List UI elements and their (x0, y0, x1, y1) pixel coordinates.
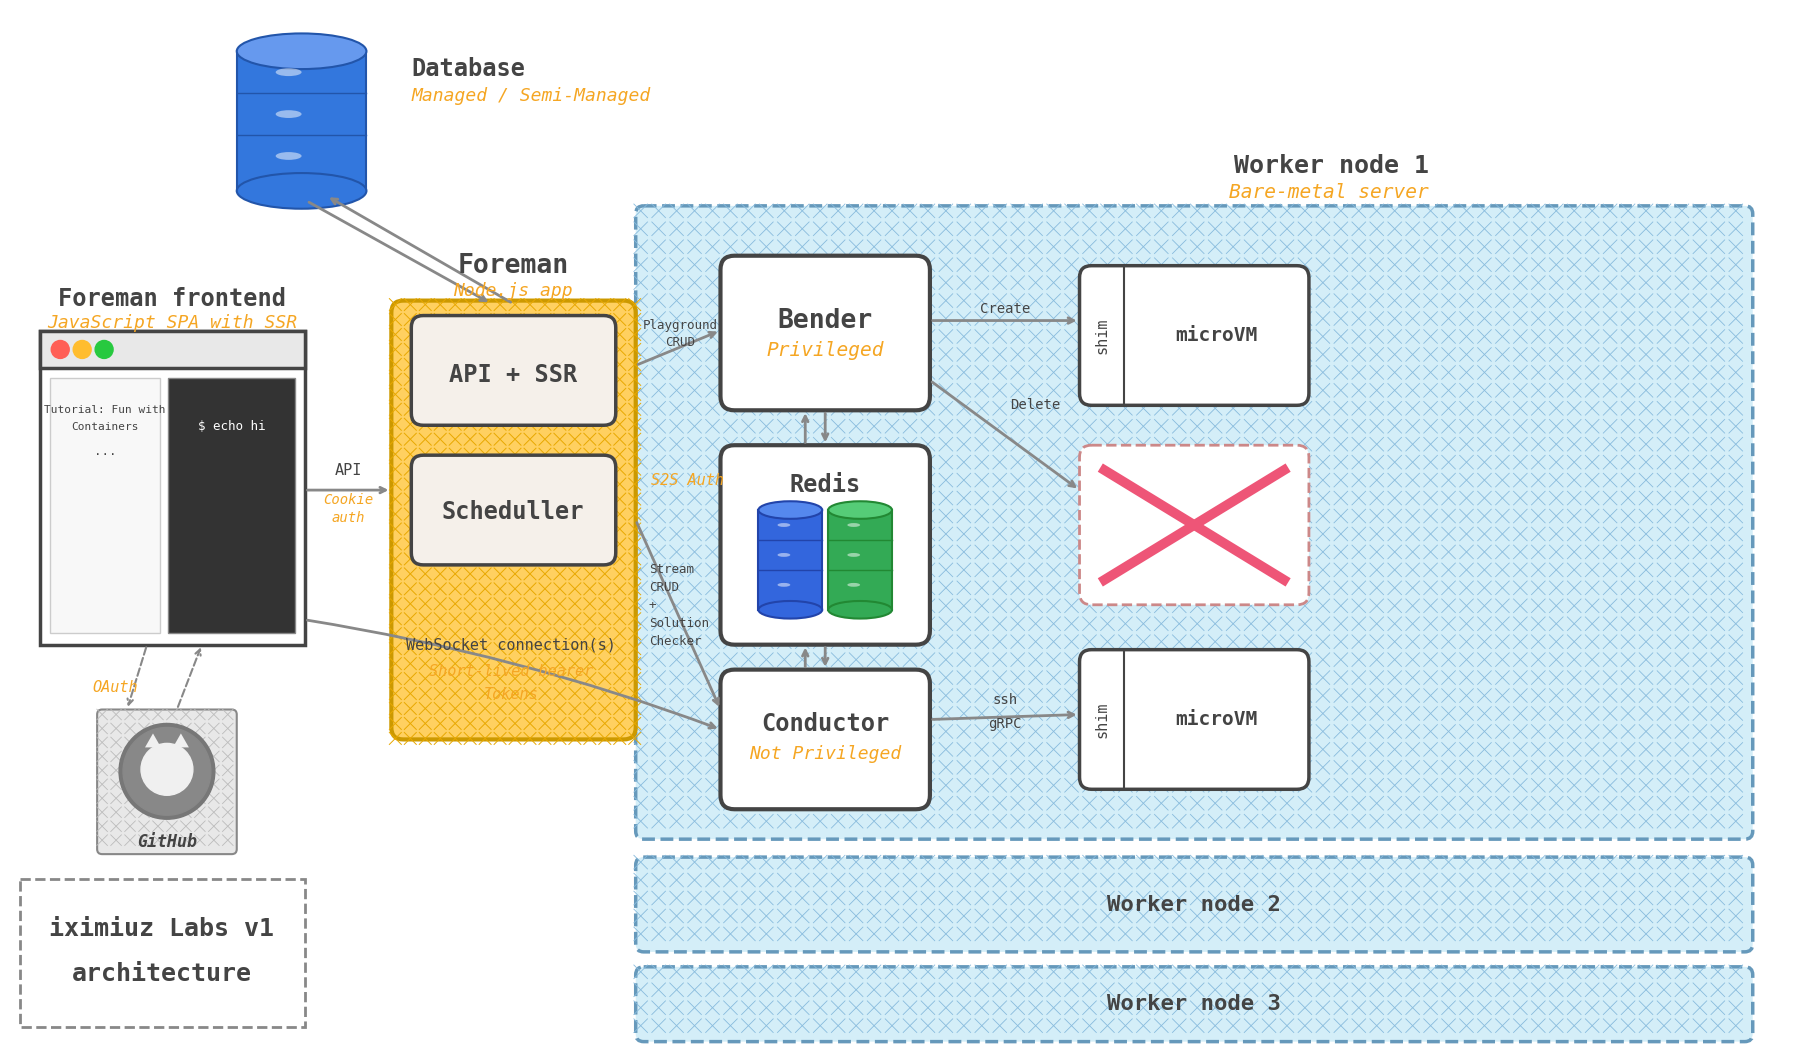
Text: CRUD: CRUD (648, 581, 679, 595)
Ellipse shape (846, 523, 861, 527)
Ellipse shape (276, 68, 301, 77)
FancyBboxPatch shape (1079, 265, 1309, 405)
Text: gRPC: gRPC (989, 718, 1021, 731)
Circle shape (74, 341, 92, 359)
Ellipse shape (236, 173, 366, 209)
FancyBboxPatch shape (411, 455, 616, 565)
Ellipse shape (778, 553, 791, 557)
Text: Database: Database (411, 58, 526, 81)
Text: Foreman frontend: Foreman frontend (58, 286, 286, 311)
FancyBboxPatch shape (720, 445, 929, 645)
Text: S2S Auth: S2S Auth (650, 473, 724, 488)
Ellipse shape (778, 583, 791, 586)
Ellipse shape (758, 501, 823, 519)
Text: Tokens: Tokens (484, 687, 538, 702)
Polygon shape (146, 733, 160, 747)
Bar (236, 51, 366, 191)
Ellipse shape (758, 601, 823, 619)
Text: API: API (335, 463, 362, 477)
Text: Not Privileged: Not Privileged (749, 746, 900, 764)
Text: iximiuz Labs v1: iximiuz Labs v1 (49, 917, 274, 941)
FancyBboxPatch shape (636, 967, 1752, 1042)
Text: ssh: ssh (992, 692, 1018, 707)
FancyBboxPatch shape (391, 301, 636, 740)
Ellipse shape (846, 583, 861, 586)
FancyBboxPatch shape (636, 206, 1752, 839)
Text: auth: auth (331, 511, 366, 524)
Bar (40, 330, 304, 368)
Ellipse shape (778, 523, 791, 527)
Text: +: + (648, 599, 656, 613)
Text: JavaScript SPA with SSR: JavaScript SPA with SSR (47, 314, 297, 331)
Text: Worker node 1: Worker node 1 (1234, 154, 1428, 178)
Text: Bender: Bender (778, 307, 873, 334)
Ellipse shape (276, 110, 301, 117)
Ellipse shape (828, 501, 891, 519)
Text: Privileged: Privileged (767, 341, 884, 360)
Text: Checker: Checker (648, 636, 701, 648)
FancyBboxPatch shape (720, 669, 929, 809)
Polygon shape (173, 733, 189, 747)
Bar (167, 379, 295, 633)
Circle shape (50, 341, 68, 359)
Text: Redis: Redis (789, 473, 861, 497)
Text: $ echo hi: $ echo hi (198, 421, 265, 433)
Text: GitHub: GitHub (137, 833, 196, 851)
Bar (50, 379, 160, 633)
Text: Managed / Semi-Managed: Managed / Semi-Managed (411, 87, 650, 105)
Bar (40, 330, 304, 645)
Text: Containers: Containers (72, 423, 139, 432)
FancyBboxPatch shape (636, 857, 1752, 951)
Circle shape (122, 727, 211, 815)
Text: Scheduller: Scheduller (441, 500, 584, 524)
FancyBboxPatch shape (1079, 649, 1309, 789)
Text: Bare-metal server: Bare-metal server (1228, 184, 1428, 202)
Text: Solution: Solution (648, 617, 708, 630)
Ellipse shape (828, 601, 891, 619)
Text: Node.js app: Node.js app (454, 281, 573, 300)
Text: Worker node 3: Worker node 3 (1108, 993, 1281, 1013)
Text: shim: shim (1093, 701, 1109, 737)
FancyBboxPatch shape (1079, 445, 1309, 605)
Text: Foreman: Foreman (457, 253, 569, 279)
Ellipse shape (236, 34, 366, 69)
Ellipse shape (276, 152, 301, 159)
FancyBboxPatch shape (97, 709, 236, 854)
Text: API + SSR: API + SSR (448, 363, 576, 387)
Text: Tutorial: Fun with: Tutorial: Fun with (45, 405, 166, 415)
Text: microVM: microVM (1174, 710, 1257, 729)
Text: Delete: Delete (1010, 399, 1061, 412)
Text: Playground: Playground (643, 319, 719, 333)
Circle shape (140, 744, 193, 795)
Bar (828, 510, 891, 609)
Bar (20, 879, 304, 1027)
Text: CRUD: CRUD (666, 336, 695, 349)
Text: Create: Create (980, 301, 1030, 316)
Text: microVM: microVM (1174, 326, 1257, 345)
Text: Short-lived bearer: Short-lived bearer (429, 664, 593, 679)
Text: architecture: architecture (72, 962, 252, 986)
FancyBboxPatch shape (411, 316, 616, 425)
Text: Cookie: Cookie (324, 493, 373, 507)
Text: WebSocket connection(s): WebSocket connection(s) (405, 637, 616, 652)
Text: shim: shim (1093, 317, 1109, 354)
Text: Worker node 2: Worker node 2 (1108, 895, 1281, 915)
Text: ...: ... (94, 445, 117, 458)
Text: Conductor: Conductor (762, 712, 890, 736)
Text: Stream: Stream (648, 563, 693, 576)
Circle shape (95, 341, 113, 359)
Text: OAuth: OAuth (92, 680, 137, 695)
FancyBboxPatch shape (720, 256, 929, 410)
Bar (758, 510, 823, 609)
Circle shape (119, 724, 214, 819)
Ellipse shape (846, 553, 861, 557)
